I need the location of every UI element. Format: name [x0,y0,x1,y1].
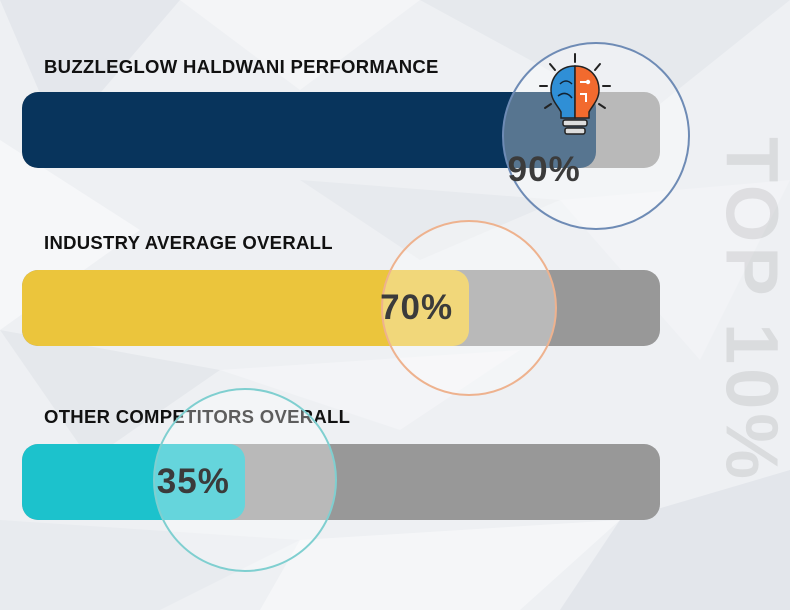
highlight-ring [153,388,338,572]
value-label: 90% [507,150,581,189]
row-label: BUZZLEGLOW HALDWANI PERFORMANCE [44,56,439,77]
row-label: INDUSTRY AVERAGE OVERALL [44,232,333,253]
top-ten-percent-watermark: TOP 10% [710,136,790,484]
bar-fill [22,92,597,168]
value-label: 70% [380,288,454,327]
lightbulb-brain-icon [539,53,611,135]
highlight-ring [380,220,557,396]
bar-track [22,270,660,346]
highlight-ring [502,42,691,230]
value-label: 35% [156,462,230,501]
bar-track [22,444,660,520]
